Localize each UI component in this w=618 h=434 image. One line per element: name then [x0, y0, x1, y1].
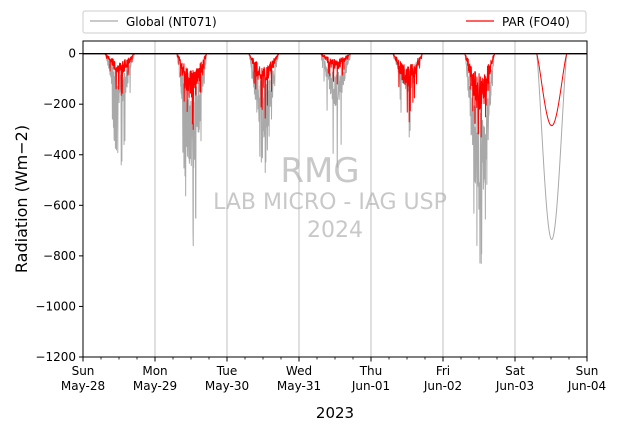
x-tick-label-date: May-30 — [205, 379, 249, 393]
x-grid — [154, 41, 516, 357]
y-axis-title: Radiation (Wm−2) — [12, 125, 31, 273]
watermark-line-2: LAB MICRO - IAG USP — [213, 190, 447, 215]
y-tick-label: 0 — [68, 47, 76, 61]
x-tick-label-date: Jun-03 — [495, 379, 534, 393]
x-tick-label-date: May-31 — [277, 379, 321, 393]
y-tick-label: −1200 — [35, 350, 76, 364]
x-tick-label-date: May-29 — [133, 379, 177, 393]
y-tick-label: −200 — [43, 97, 76, 111]
x-tick-label-day: Sun — [72, 364, 95, 378]
y-tick-label: −800 — [43, 249, 76, 263]
x-tick-label-day: Wed — [286, 364, 312, 378]
legend-label-global: Global (NT071) — [126, 15, 217, 29]
x-tick-label-day: Tue — [216, 364, 238, 378]
x-tick-label-day: Sat — [505, 364, 525, 378]
x-tick-label-date: Jun-02 — [423, 379, 462, 393]
x-axis: SunMay-28MonMay-29TueMay-30WedMay-31ThuJ… — [61, 357, 606, 393]
x-tick-label-date: Jun-01 — [351, 379, 390, 393]
watermark-line-1: RMG — [280, 151, 359, 191]
y-axis: 0 −200 −400 −600 −800 −1000 −1200 — [35, 47, 83, 364]
series-layer — [83, 53, 587, 264]
series-line-par — [83, 53, 587, 138]
x-tick-label-day: Thu — [359, 364, 383, 378]
legend: Global (NT071) PAR (FO40) — [82, 10, 587, 34]
watermark: RMG LAB MICRO - IAG USP 2024 — [213, 151, 447, 243]
x-tick-label-day: Mon — [142, 364, 167, 378]
legend-label-par: PAR (FO40) — [502, 15, 570, 29]
x-tick-label-day: Sun — [576, 364, 599, 378]
y-tick-label: −1000 — [35, 299, 76, 313]
x-tick-label-date: May-28 — [61, 379, 105, 393]
x-tick-label-day: Fri — [436, 364, 450, 378]
y-tick-label: −600 — [43, 198, 76, 212]
x-tick-label-date: Jun-04 — [567, 379, 606, 393]
y-tick-label: −400 — [43, 148, 76, 162]
x-axis-title: 2023 — [316, 404, 354, 422]
watermark-line-3: 2024 — [307, 218, 363, 243]
legend-box — [82, 10, 587, 34]
